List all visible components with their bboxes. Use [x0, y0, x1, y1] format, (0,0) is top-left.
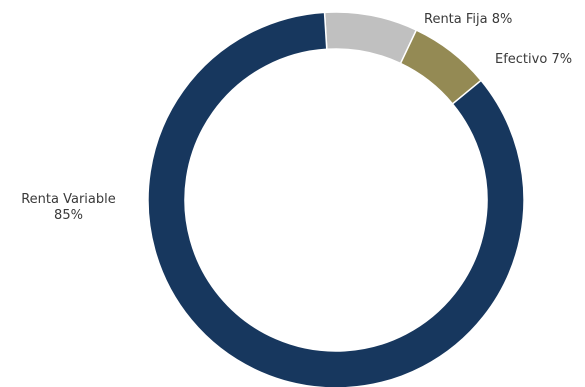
slice-label-renta-variable-value: 85% — [54, 208, 83, 223]
slice-label-renta-variable: Renta Variable 85% — [0, 192, 137, 224]
slice-label-efectivo-name: Efectivo — [495, 52, 548, 67]
slice-label-efectivo-value: 7% — [551, 52, 573, 67]
slice-label-renta-fija-value: 8% — [491, 12, 513, 27]
slice-label-renta-fija: Renta Fija 8% — [424, 12, 512, 28]
donut-slice-renta-fija — [323, 11, 418, 65]
donut-slice-renta-variable — [147, 11, 525, 387]
slice-label-efectivo: Efectivo 7% — [495, 52, 572, 68]
slice-label-renta-variable-name: Renta Variable — [21, 192, 116, 207]
slice-label-renta-fija-name: Renta Fija — [424, 12, 488, 27]
